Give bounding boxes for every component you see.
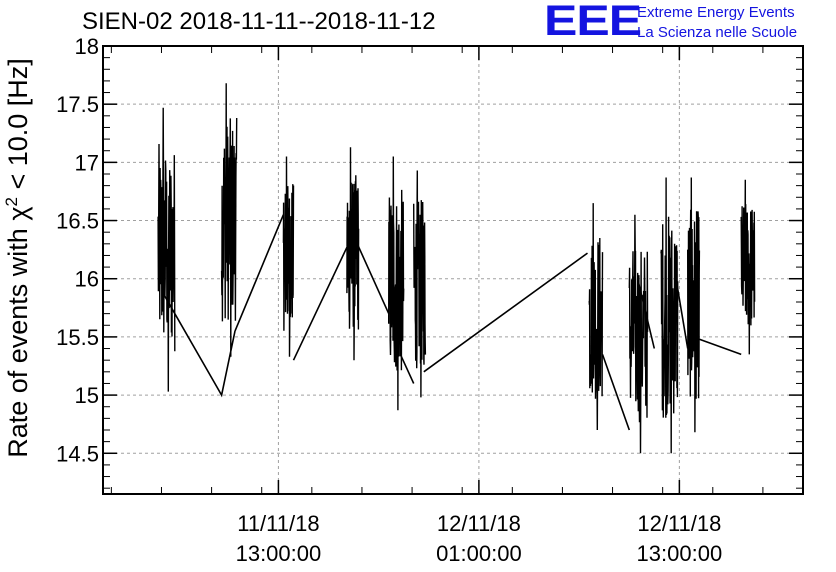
y-axis-label-main: Rate of events with χ [3, 206, 33, 458]
series-connector [399, 354, 415, 384]
y-tick-label: 16.5 [56, 209, 99, 234]
logo-caption: Extreme Energy Events La Scienza nelle S… [637, 3, 797, 43]
series-burst [157, 107, 176, 392]
series-burst [628, 214, 649, 454]
series-burst [588, 203, 604, 431]
series-connector [601, 354, 631, 431]
y-axis-label: Rate of events with χ2 < 10.0 [Hz] [2, 58, 34, 458]
series-burst [388, 156, 405, 411]
y-tick-label: 14.5 [56, 441, 99, 466]
rate-series [157, 83, 756, 454]
series-burst [660, 177, 679, 454]
y-axis-label-rest: < 10.0 [Hz] [3, 58, 33, 198]
x-tick-label: 12/11/18 [637, 511, 721, 536]
x-tick-label: 13:00:00 [236, 541, 322, 566]
series-burst [346, 147, 360, 361]
series-connector [292, 246, 348, 361]
eee-logo: EEE [544, 0, 642, 45]
series-connector [699, 338, 742, 356]
y-tick-label: 17.5 [56, 92, 99, 117]
series-connector [675, 278, 689, 349]
axis-ticks [103, 45, 803, 494]
y-axis-label-sup: 2 [2, 197, 21, 207]
series-burst [687, 177, 701, 433]
logo-caption-line2: La Scienza nelle Scuole [637, 24, 798, 41]
x-tick-label: 12/11/18 [437, 511, 521, 536]
chart-title: SIEN-02 2018-11-11--2018-11-12 [82, 8, 436, 35]
series-connector [636, 278, 656, 349]
grid-lines [103, 45, 803, 494]
series-burst [220, 83, 238, 357]
series-connector [352, 235, 390, 314]
tick-labels: 14.5 15 15.5 16 16.5 17 17.5 18 11/11/18 13:00:00… [56, 34, 722, 566]
y-tick-label: 17 [75, 150, 99, 175]
series-connector [234, 214, 285, 332]
plot-frame [102, 45, 804, 495]
series-connector [164, 295, 236, 398]
y-tick-label: 16 [75, 267, 99, 292]
y-tick-label: 15 [75, 383, 99, 408]
series-burst [282, 156, 295, 357]
series-burst [740, 179, 756, 355]
logo-caption-line1: Extreme Energy Events [637, 4, 795, 21]
series-burst [413, 170, 427, 398]
series-connector [423, 252, 588, 373]
x-tick-label: 13:00:00 [637, 541, 723, 566]
y-tick-label: 15.5 [56, 325, 99, 350]
x-tick-label: 01:00:00 [436, 541, 522, 566]
x-tick-label: 11/11/18 [237, 511, 319, 536]
y-tick-label: 18 [75, 34, 99, 59]
